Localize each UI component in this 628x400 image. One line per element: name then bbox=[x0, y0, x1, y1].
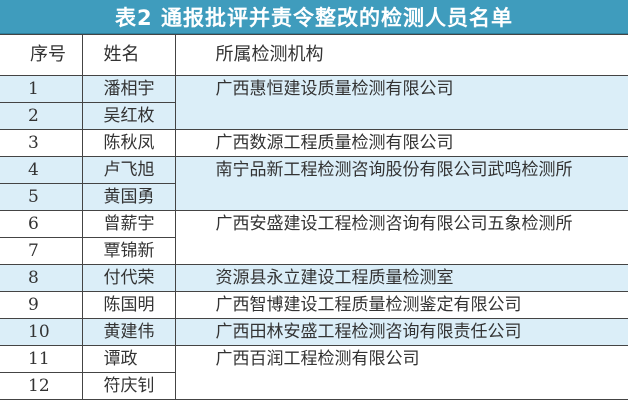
organization: 广西惠恒建设质量检测有限公司 bbox=[174, 75, 628, 130]
table-row: 8 付代荣 资源县永立建设工程质量检测室 bbox=[0, 264, 628, 292]
header-num: 序号 bbox=[0, 34, 83, 76]
person-name: 潘相宇 bbox=[81, 75, 176, 103]
row-number: 5 bbox=[0, 183, 83, 211]
table-row: 11 谭政 广西百润工程检测有限公司 bbox=[0, 345, 628, 400]
table-row: 5 黄国勇 bbox=[0, 183, 628, 211]
row-number: 4 bbox=[0, 156, 83, 184]
person-name: 黄国勇 bbox=[81, 183, 176, 211]
organization: 广西安盛建设工程检测咨询有限公司五象检测所 bbox=[174, 210, 628, 265]
row-number: 10 bbox=[0, 318, 83, 346]
person-name: 覃锦新 bbox=[81, 237, 176, 265]
personnel-table: 序号 姓名 所属检测机构 1 潘相宇 广西惠恒建设质量检测有限公司 2 吴红枚 3 陈秋凤广… bbox=[0, 34, 628, 400]
organization: 广西田林安盛工程检测咨询有限责任公司 bbox=[174, 318, 628, 346]
table-row: 3 陈秋凤 广西数源工程质量检测有限公司 bbox=[0, 129, 628, 157]
row-number: 7 bbox=[0, 237, 83, 265]
table-row: 6 曾薪宇 广西安盛建设工程检测咨询有限公司五象检测所 bbox=[0, 210, 628, 265]
table-row: 1 潘相宇 广西惠恒建设质量检测有限公司 bbox=[0, 75, 628, 130]
organization: 广西数源工程质量检测有限公司 bbox=[174, 129, 628, 157]
row-number: 3 bbox=[0, 129, 83, 157]
organization: 南宁品新工程检测咨询股份有限公司武鸣检测所 bbox=[174, 156, 628, 211]
row-number: 8 bbox=[0, 264, 83, 292]
table-row: 10 黄建伟 广西田林安盛工程检测咨询有限责任公司 bbox=[0, 318, 628, 346]
person-name: 卢飞旭 bbox=[81, 156, 176, 184]
table-row: 4 卢飞旭 南宁品新工程检测咨询股份有限公司武鸣检测所 bbox=[0, 156, 628, 211]
header-name: 姓名 bbox=[81, 34, 176, 76]
person-name: 陈国明 bbox=[81, 291, 176, 319]
person-name: 陈秋凤 bbox=[81, 129, 176, 157]
person-name: 谭政 bbox=[81, 345, 176, 373]
person-name: 付代荣 bbox=[81, 264, 176, 292]
table-row: 9 陈国明 广西智博建设工程质量检测鉴定有限公司 bbox=[0, 291, 628, 319]
table-header-row: 序号 姓名 所属检测机构 bbox=[0, 34, 628, 76]
row-number: 2 bbox=[0, 102, 83, 130]
row-number: 6 bbox=[0, 210, 83, 238]
row-number: 1 bbox=[0, 75, 83, 103]
table-title: 表2 通报批评并责令整改的检测人员名单 bbox=[0, 0, 628, 34]
person-name: 符庆钊 bbox=[81, 372, 176, 400]
organization: 资源县永立建设工程质量检测室 bbox=[174, 264, 628, 292]
row-number: 9 bbox=[0, 291, 83, 319]
person-name: 黄建伟 bbox=[81, 318, 176, 346]
person-name: 吴红枚 bbox=[81, 102, 176, 130]
organization: 广西百润工程检测有限公司 bbox=[174, 345, 628, 400]
row-number: 11 bbox=[0, 345, 83, 373]
row-number: 12 bbox=[0, 372, 83, 400]
header-org: 所属检测机构 bbox=[174, 34, 628, 76]
person-name: 曾薪宇 bbox=[81, 210, 176, 238]
table-row: 12 符庆钊 bbox=[0, 372, 628, 400]
organization: 广西智博建设工程质量检测鉴定有限公司 bbox=[174, 291, 628, 319]
